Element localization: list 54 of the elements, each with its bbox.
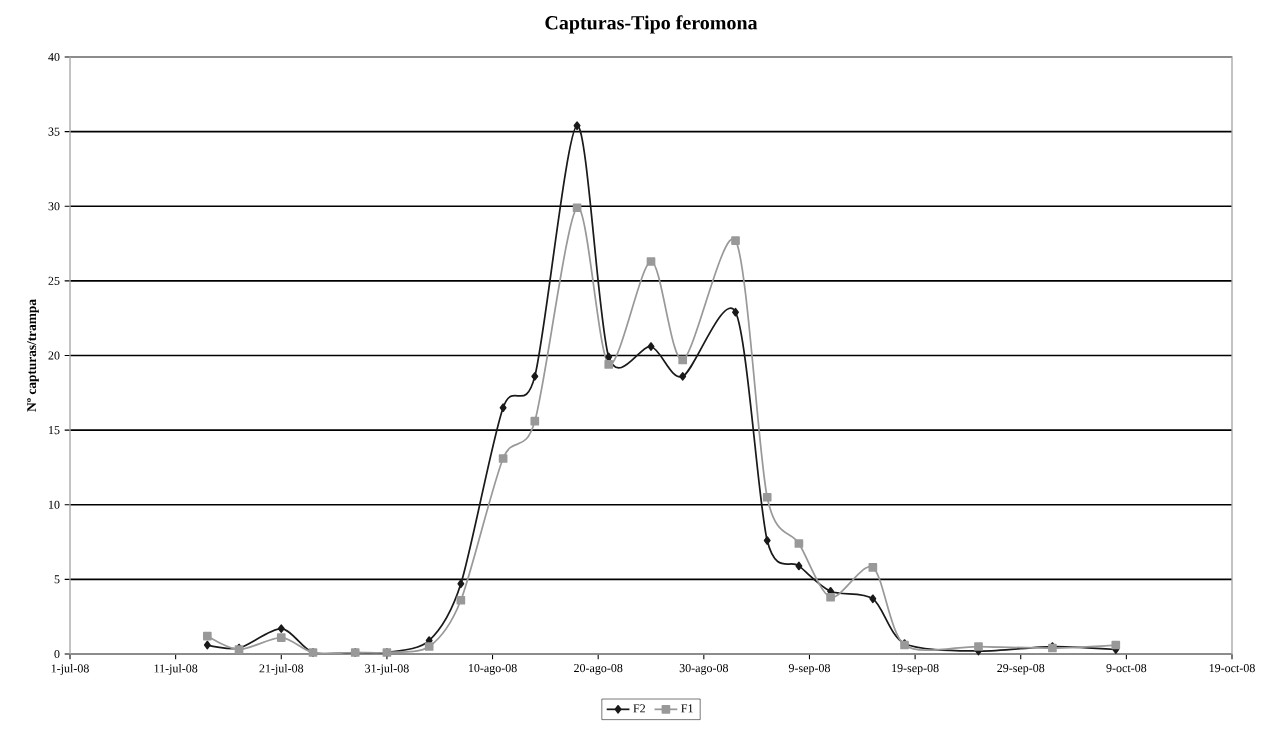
x-tick-label: 9-oct-08 [1106,664,1147,673]
x-tick-label: 20-ago-08 [574,664,623,675]
point [869,594,877,604]
x-tick-label: 19-sep-08 [892,664,939,675]
x-tick-label: 31-jul-08 [365,664,409,675]
x-tick-label: 30-ago-08 [679,664,729,675]
y-tick-label: 10 [49,500,60,509]
point [647,342,655,351]
point [499,403,507,413]
y-tick-label: 0 [54,649,60,659]
y-axis-title: Nº capturas/trampa [27,299,39,412]
point [573,121,581,130]
x-tick-label: 9-sep-08 [788,664,830,675]
point [276,633,286,642]
point [1111,640,1121,650]
point [678,355,688,365]
point [457,579,465,589]
y-tick-label: 25 [48,276,60,285]
point [604,360,614,369]
point [530,416,540,426]
x-tick-label: 19-oct-08 [1209,664,1255,673]
point [868,563,878,572]
x-tick-label: 1-jul-08 [51,664,89,675]
point [203,640,211,650]
chart-title: Capturas-Tipo feromona [545,15,758,34]
point [679,372,687,381]
point [277,624,285,633]
y-tick-label: 15 [49,426,60,435]
y-tick-label: 5 [54,575,60,584]
point [763,536,771,545]
legend-label: F2 [633,704,645,713]
x-tick-label: 29-sep-08 [997,664,1045,675]
point [731,236,740,245]
point [531,372,539,381]
point [795,561,803,571]
x-tick-label: 21-jul-08 [259,664,304,675]
point [732,307,739,317]
point [794,539,804,548]
y-tick-label: 20 [48,351,60,360]
point [424,642,434,651]
point [498,454,508,463]
point [762,492,772,502]
point [572,203,582,213]
point [456,595,466,605]
x-tick-label: 11-jul-08 [154,664,198,675]
y-tick-label: 35 [48,127,60,136]
point [203,631,212,641]
legend-label: F1 [681,704,693,713]
point [826,592,835,602]
point [974,642,983,651]
x-tick-label: 10-ago-08 [468,664,517,675]
y-tick-label: 40 [48,52,60,62]
point [646,257,656,266]
y-tick-label: 30 [48,202,60,211]
